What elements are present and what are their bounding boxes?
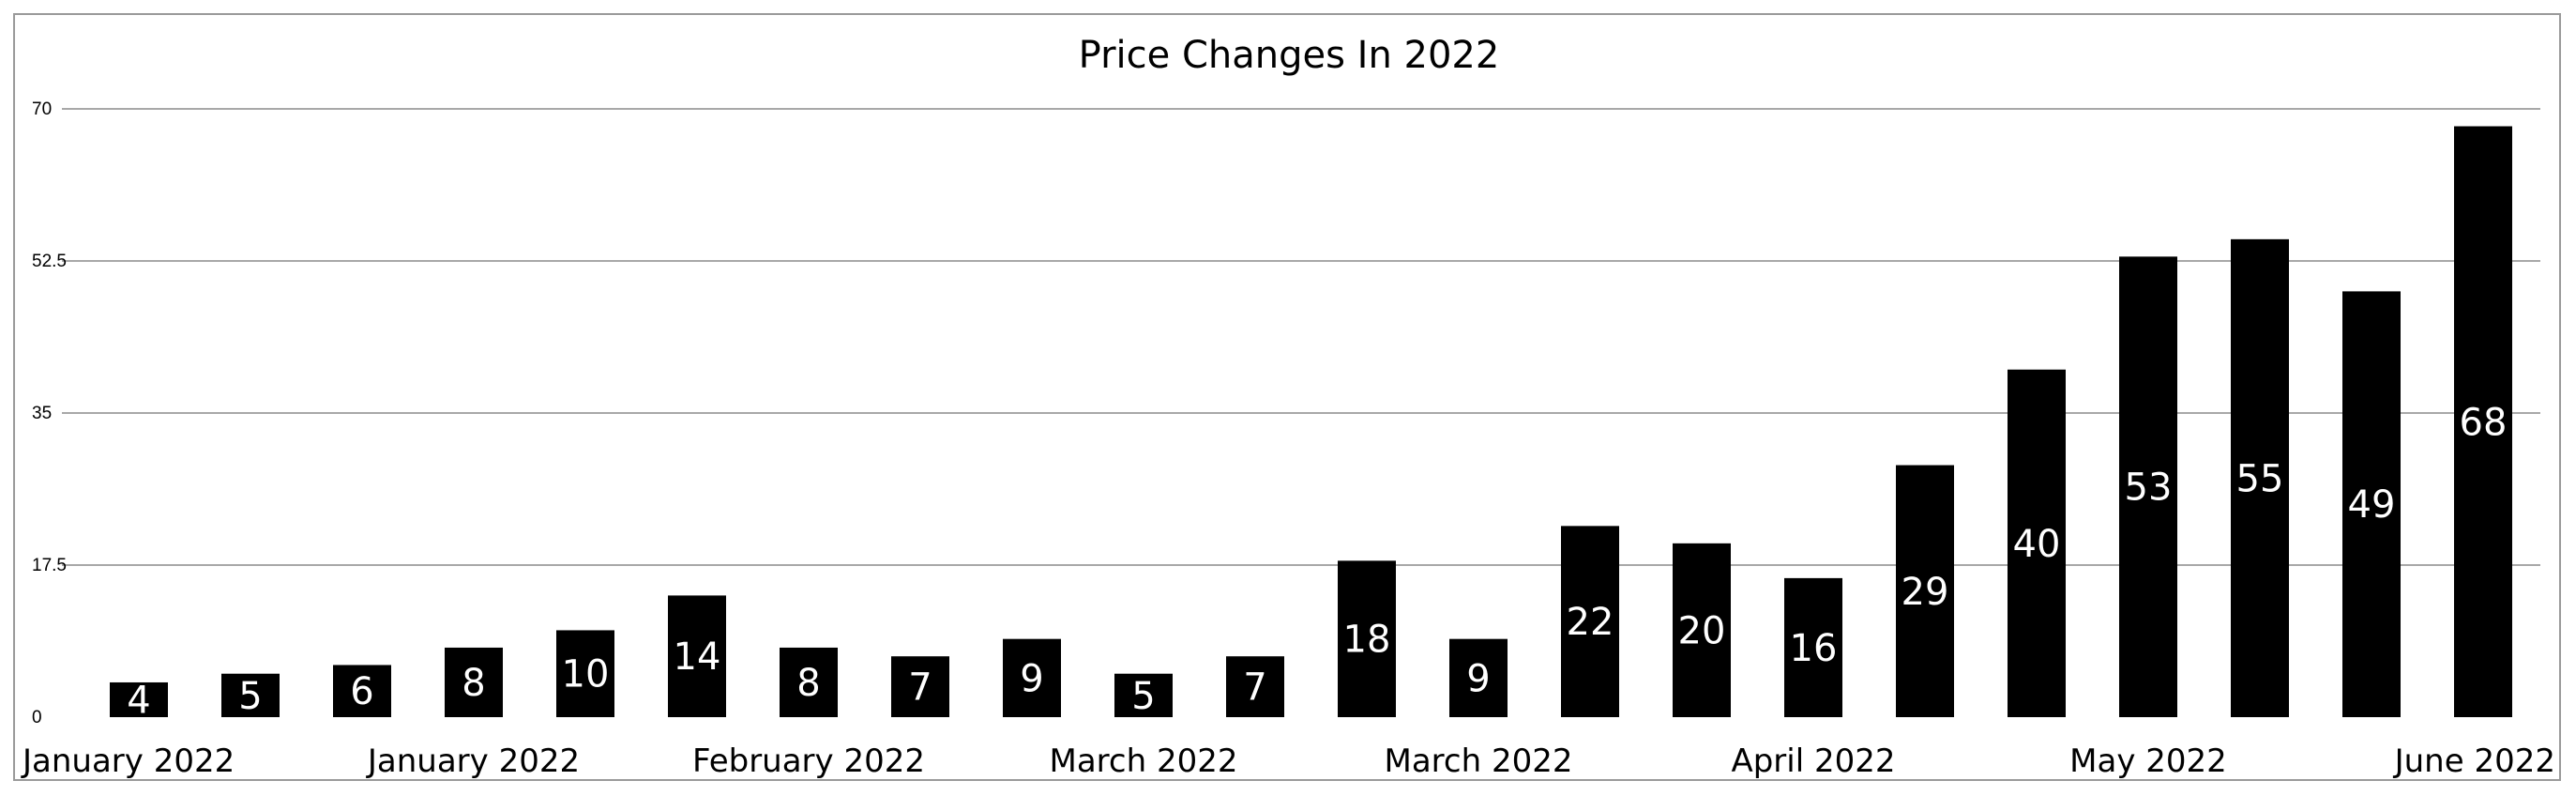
bar bbox=[110, 681, 168, 717]
bar bbox=[891, 656, 949, 717]
x-tick-label: April 2022 bbox=[1731, 742, 1895, 780]
bar bbox=[1226, 656, 1284, 717]
y-tick-label: 70 bbox=[32, 100, 52, 119]
data-label: 16 bbox=[1790, 627, 1838, 670]
data-label: 14 bbox=[674, 635, 721, 679]
data-label: 22 bbox=[1567, 601, 1614, 644]
bar bbox=[445, 647, 503, 717]
y-tick-label: 17.5 bbox=[32, 556, 67, 575]
x-axis-ticks: January 2022 January 2022 February 2022 Mar… bbox=[21, 742, 2555, 780]
data-label: 20 bbox=[1678, 609, 1726, 652]
bar bbox=[2231, 238, 2289, 717]
data-label: 49 bbox=[2348, 483, 2396, 527]
bar bbox=[1784, 577, 1842, 717]
data-label: 7 bbox=[908, 666, 932, 710]
data-label: 9 bbox=[1020, 657, 1043, 700]
data-label: 8 bbox=[796, 662, 820, 705]
data-label: 53 bbox=[2125, 467, 2173, 510]
y-tick-label: 35 bbox=[32, 404, 52, 423]
data-label: 29 bbox=[1902, 571, 1949, 614]
bar bbox=[780, 647, 838, 717]
x-tick-label: June 2022 bbox=[2393, 742, 2555, 780]
data-label: 7 bbox=[1243, 666, 1266, 710]
y-tick-label: 0 bbox=[32, 708, 42, 727]
bar bbox=[2008, 369, 2066, 717]
bar bbox=[221, 673, 280, 717]
bar bbox=[333, 665, 391, 717]
bar bbox=[668, 595, 726, 717]
data-label: 18 bbox=[1343, 619, 1391, 662]
bar bbox=[1003, 638, 1061, 717]
x-tick-label: May 2022 bbox=[2069, 742, 2227, 780]
data-label: 10 bbox=[562, 653, 610, 696]
bars bbox=[110, 126, 2512, 717]
x-tick-label: January 2022 bbox=[21, 742, 235, 780]
bar bbox=[2454, 126, 2512, 717]
x-tick-label: March 2022 bbox=[1050, 742, 1238, 780]
data-label: 8 bbox=[462, 662, 485, 705]
data-label: 40 bbox=[2013, 523, 2061, 566]
x-tick-label: January 2022 bbox=[366, 742, 580, 780]
x-tick-label: March 2022 bbox=[1385, 742, 1573, 780]
bar bbox=[1896, 465, 1954, 717]
y-axis-ticks: 0 17.5 35 52.5 70 bbox=[32, 100, 67, 727]
bar bbox=[1114, 673, 1173, 717]
bar bbox=[1673, 543, 1731, 717]
bar bbox=[2342, 291, 2401, 717]
bar bbox=[1561, 526, 1619, 717]
chart-title: Price Changes In 2022 bbox=[1079, 34, 1500, 77]
y-tick-label: 52.5 bbox=[32, 252, 67, 271]
x-tick-label: February 2022 bbox=[692, 742, 925, 780]
bar bbox=[556, 630, 614, 717]
data-label: 4 bbox=[127, 679, 150, 722]
bar bbox=[1449, 638, 1508, 717]
data-label: 6 bbox=[350, 670, 373, 713]
bar bbox=[2119, 256, 2177, 717]
bar bbox=[1338, 560, 1396, 717]
data-label: 5 bbox=[238, 675, 262, 718]
data-label: 68 bbox=[2460, 401, 2508, 444]
data-label: 55 bbox=[2236, 457, 2284, 500]
data-label: 9 bbox=[1466, 657, 1490, 700]
data-label: 5 bbox=[1131, 675, 1155, 718]
